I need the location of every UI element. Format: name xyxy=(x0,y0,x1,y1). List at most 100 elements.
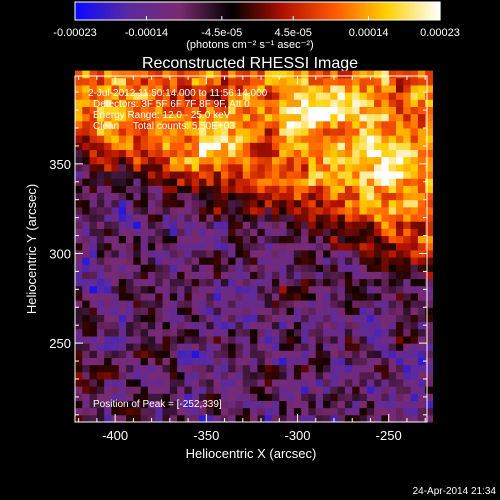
heatmap-cell xyxy=(366,99,375,107)
heatmap-cell xyxy=(213,135,222,143)
heatmap-cell xyxy=(337,249,346,258)
heatmap-cell xyxy=(228,192,236,201)
heatmap-cell xyxy=(206,307,215,315)
heatmap-cell xyxy=(126,235,134,244)
heatmap-cell xyxy=(75,371,83,380)
heatmap-cell xyxy=(133,264,142,272)
heatmap-cell xyxy=(279,77,288,86)
colorbar-segment xyxy=(182,2,186,20)
heatmap-cell xyxy=(315,321,324,330)
heatmap-cell xyxy=(104,235,112,244)
heatmap-cell xyxy=(381,264,390,272)
heatmap-cell xyxy=(191,264,200,272)
heatmap-cell xyxy=(228,386,236,394)
colorbar-segment xyxy=(240,2,244,20)
heatmap-cell xyxy=(199,149,207,158)
heatmap-cell xyxy=(118,142,127,151)
heatmap-cell xyxy=(118,400,127,409)
heatmap-cell xyxy=(118,343,127,351)
heatmap-cell xyxy=(308,364,317,373)
heatmap-cell xyxy=(410,414,419,423)
heatmap-cell xyxy=(184,199,193,208)
heatmap-cell xyxy=(75,378,83,387)
heatmap-cell xyxy=(271,192,280,201)
heatmap-cell xyxy=(213,221,222,229)
heatmap-cell xyxy=(330,364,339,373)
heatmap-cell xyxy=(220,185,229,194)
heatmap-cell xyxy=(220,378,229,387)
heatmap-cell xyxy=(425,163,433,172)
heatmap-cell xyxy=(374,171,382,179)
heatmap-cell xyxy=(388,113,397,122)
heatmap-cell xyxy=(250,156,258,165)
heatmap-cell xyxy=(257,221,266,229)
heatmap-cell xyxy=(374,343,382,351)
heatmap-cell xyxy=(286,292,295,301)
heatmap-cell xyxy=(293,257,302,265)
heatmap-cell xyxy=(118,149,127,158)
heatmap-cell xyxy=(264,135,273,143)
heatmap-cell xyxy=(184,257,193,265)
heatmap-cell xyxy=(366,214,375,222)
heatmap-cell xyxy=(388,378,397,387)
heatmap-cell xyxy=(425,278,433,287)
heatmap-cell xyxy=(213,278,222,287)
colorbar-segment xyxy=(162,2,166,20)
heatmap-cell xyxy=(169,135,178,143)
heatmap-cell xyxy=(286,400,295,409)
heatmap-cell xyxy=(177,278,185,287)
heatmap-cell xyxy=(352,242,361,251)
heatmap-cell xyxy=(271,235,280,244)
heatmap-cell xyxy=(403,350,412,358)
heatmap-cell xyxy=(257,242,266,251)
heatmap-cell xyxy=(381,185,390,194)
heatmap-cell xyxy=(352,92,361,100)
heatmap-cell xyxy=(118,357,127,366)
heatmap-cell xyxy=(344,328,353,337)
heatmap-cell xyxy=(155,156,164,165)
heatmap-cell xyxy=(228,92,236,100)
heatmap-cell xyxy=(191,120,200,129)
heatmap-cell xyxy=(104,163,112,172)
heatmap-cell xyxy=(381,113,390,122)
heatmap-cell xyxy=(381,400,390,409)
heatmap-cell xyxy=(206,414,215,423)
heatmap-cell xyxy=(279,249,288,258)
heatmap-cell xyxy=(279,206,288,215)
heatmap-cell xyxy=(111,364,120,373)
heatmap-cell xyxy=(133,142,142,151)
heatmap-cell xyxy=(257,407,266,416)
heatmap-cell xyxy=(228,221,236,229)
heatmap-cell xyxy=(293,314,302,323)
heatmap-cell xyxy=(250,92,258,100)
colorbar-tick-label: 0.00023 xyxy=(420,27,460,39)
heatmap-cell xyxy=(293,178,302,186)
heatmap-cell xyxy=(330,321,339,330)
heatmap-cell xyxy=(337,278,346,287)
heatmap-cell xyxy=(315,149,324,158)
heatmap-cell xyxy=(337,171,346,179)
heatmap-cell xyxy=(257,271,266,280)
heatmap-cell xyxy=(315,300,324,308)
heatmap-cell xyxy=(359,221,368,229)
heatmap-cell xyxy=(213,106,222,115)
heatmap-cell xyxy=(366,278,375,287)
colorbar-segment xyxy=(320,2,324,20)
heatmap-cell xyxy=(140,328,149,337)
heatmap-cell xyxy=(374,407,382,416)
heatmap-cell xyxy=(257,135,266,143)
heatmap-cell xyxy=(126,400,134,409)
heatmap-cell xyxy=(337,335,346,344)
heatmap-cell xyxy=(75,185,83,194)
heatmap-cell xyxy=(184,285,193,294)
heatmap-cell xyxy=(374,99,382,107)
heatmap-cell xyxy=(228,400,236,409)
heatmap-cell xyxy=(257,192,266,201)
heatmap-cell xyxy=(381,300,390,308)
heatmap-cell xyxy=(264,414,273,423)
heatmap-cell xyxy=(257,178,266,186)
heatmap-cell xyxy=(133,135,142,143)
heatmap-cell xyxy=(308,70,317,79)
heatmap-cell xyxy=(184,407,193,416)
colorbar-segment xyxy=(402,2,406,20)
